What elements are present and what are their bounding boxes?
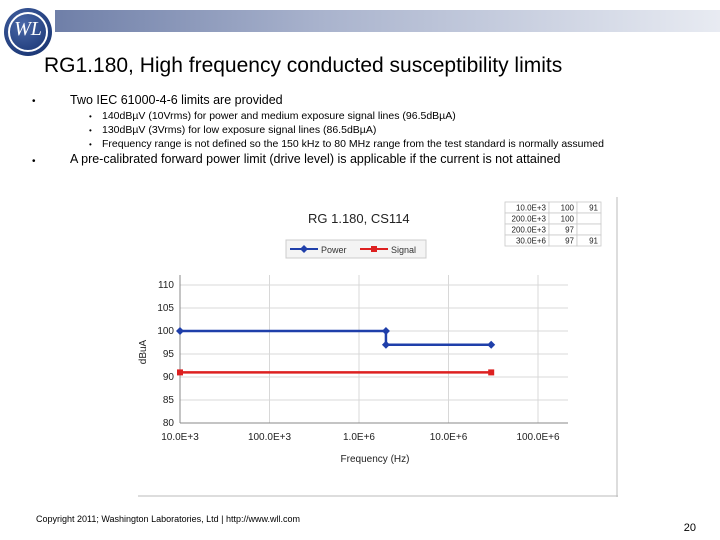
chart-series <box>176 327 496 376</box>
bullet-marker: • <box>32 96 36 107</box>
y-axis-label: dBuA <box>138 339 149 364</box>
data-point-power <box>381 327 390 335</box>
y-tick-label: 80 <box>163 418 175 429</box>
legend-label: Power <box>321 245 347 255</box>
table-cell-text: 91 <box>589 204 598 213</box>
chart-legend: Power Signal <box>285 239 427 259</box>
table-cell-text: 97 <box>565 237 574 246</box>
y-tick-label: 100 <box>157 326 174 337</box>
cs114-chart: RG 1.180, CS114 Power Signal 10.0E+3 100 91… <box>138 197 618 497</box>
y-tick-label: 110 <box>158 280 174 291</box>
table-cell-text: 100 <box>561 204 575 213</box>
legend-marker <box>300 245 308 253</box>
x-tick-label: 1.0E+6 <box>343 432 375 443</box>
x-tick-label: 10.0E+6 <box>430 432 468 443</box>
y-tick-label: 105 <box>157 303 174 314</box>
bullet-1: Two IEC 61000-4-6 limits are provided <box>70 93 283 107</box>
logo-ring <box>8 12 48 52</box>
bullet-2: A pre-calibrated forward power limit (dr… <box>70 152 561 166</box>
logo-text: WL <box>14 18 42 40</box>
table-cell-text: 10.0E+3 <box>516 204 547 213</box>
x-tick-label: 100.0E+6 <box>516 432 560 443</box>
page-number: 20 <box>683 522 696 534</box>
table-cell-text: 91 <box>589 237 598 246</box>
data-table: 10.0E+3 100 91 200.0E+3 100 200.0E+3 97 30.0E+6… <box>504 201 602 247</box>
sub-bullet-marker: • <box>89 112 92 121</box>
x-tick-label: 10.0E+3 <box>161 432 199 443</box>
chart-title: RG 1.180, CS114 <box>308 211 410 226</box>
data-point-signal <box>177 369 183 376</box>
chart-axes: 80 85 90 95 100 105 110 10.0E+3 100.0E+3 1.0E+6 10… <box>157 275 568 443</box>
wll-logo: WL <box>4 8 52 56</box>
table-cell-text: 200.0E+3 <box>512 226 547 235</box>
series-line-power <box>180 329 492 347</box>
data-point-power <box>176 327 184 335</box>
data-point-power <box>487 340 496 349</box>
table-cell-text: 97 <box>565 226 574 235</box>
data-point-signal <box>488 369 495 376</box>
sub-bullet-1: 140dBµV (10Vrms) for power and medium ex… <box>102 110 456 122</box>
legend-box <box>285 239 427 259</box>
bullet-marker: • <box>32 156 36 167</box>
x-tick-label: 100.0E+3 <box>248 432 292 443</box>
slide-title: RG1.180, High frequency conducted suscep… <box>44 54 563 77</box>
sub-bullet-marker: • <box>89 126 92 135</box>
y-tick-label: 95 <box>163 349 175 360</box>
x-axis-label: Frequency (Hz) <box>341 454 410 465</box>
sub-bullet-marker: • <box>89 140 92 149</box>
sub-bullet-3: Frequency range is not defined so the 15… <box>102 138 604 150</box>
legend-marker <box>371 246 377 252</box>
table-cell <box>576 223 602 236</box>
y-tick-label: 90 <box>163 372 175 383</box>
sub-bullet-2: 130dBµV (3Vrms) for low exposure signal … <box>102 124 377 136</box>
legend-label: Signal <box>391 245 416 255</box>
table-cell-text: 200.0E+3 <box>512 215 547 224</box>
footer-copyright: Copyright 2011; Washington Laboratories,… <box>36 514 300 524</box>
header-bar <box>55 10 720 32</box>
table-cell <box>576 234 602 247</box>
table-cell-text: 30.0E+6 <box>516 237 547 246</box>
y-tick-label: 85 <box>163 395 175 406</box>
data-point-power <box>381 340 390 349</box>
table-cell-text: 100 <box>561 215 575 224</box>
table-cell <box>576 212 602 225</box>
